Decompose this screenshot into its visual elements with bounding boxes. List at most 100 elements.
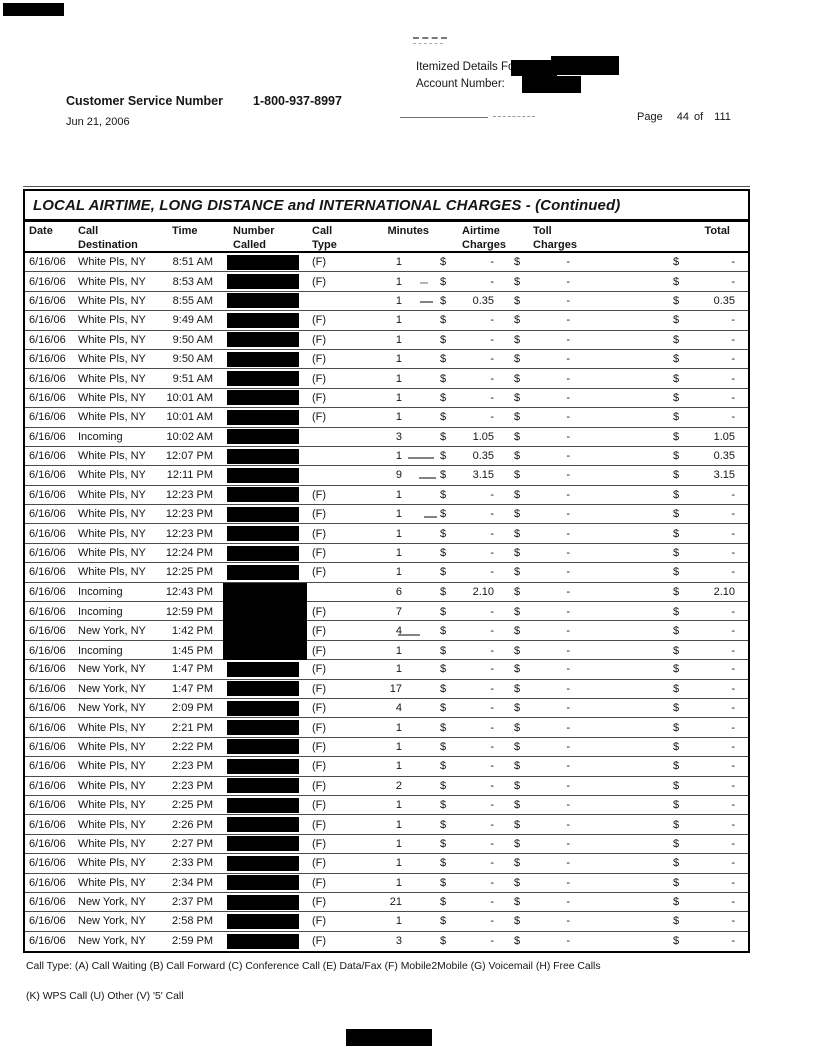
cell-toll-charges: $ -: [514, 935, 570, 948]
cell-number-called: [215, 933, 305, 949]
cell-toll-charges: $ -: [514, 586, 570, 599]
cell-minutes: 1: [395, 353, 402, 366]
cell-number-called: [215, 293, 305, 309]
cell-total: $ -: [673, 488, 735, 501]
table-row: 6/16/06 White Pls, NY 9:50 AM (F) 1 $ - …: [25, 350, 748, 370]
currency-sign: $: [440, 721, 447, 734]
cell-minutes: 1: [395, 294, 402, 307]
cell-minutes: 1: [395, 740, 402, 753]
table-row: 6/16/06 Incoming 12:59 PM (F) 7 $ - $ - …: [25, 602, 748, 622]
cell-destination: White Pls, NY: [78, 391, 146, 404]
cell-time: 2:26 PM: [172, 818, 213, 831]
cell-call-type: (F): [312, 353, 327, 366]
cell-minutes: 1: [395, 527, 402, 540]
currency-sign: $: [440, 857, 447, 870]
cell-toll-charges: $ -: [514, 857, 570, 870]
cell-total: $ -: [673, 314, 735, 327]
currency-sign: $: [440, 896, 447, 909]
currency-sign: $: [673, 682, 680, 695]
currency-sign: $: [440, 411, 447, 424]
redaction-bar: [511, 60, 557, 76]
cell-airtime-charges: $ -: [440, 935, 494, 948]
cell-destination: White Pls, NY: [78, 547, 146, 560]
redaction-bar: [227, 758, 299, 774]
cell-number-called: [215, 681, 305, 697]
scan-artifact: [424, 516, 437, 518]
cell-call-type: (F): [312, 547, 327, 560]
cell-number-called: [215, 448, 305, 464]
cell-date: 6/16/06: [29, 721, 66, 734]
cell-airtime-charges: $ -: [440, 333, 494, 346]
currency-sign: $: [673, 799, 680, 812]
cell-total: $ -: [673, 508, 735, 521]
cell-number-called: [215, 312, 305, 328]
currency-sign: $: [673, 372, 680, 385]
cell-total: $ 1.05: [673, 430, 735, 443]
currency-sign: $: [514, 586, 521, 599]
cell-toll-charges: $ -: [514, 527, 570, 540]
col-header-airtime-charges: Airtime Charges: [462, 225, 507, 251]
cell-call-type: (F): [312, 644, 327, 657]
cell-call-type: (F): [312, 818, 327, 831]
cell-destination: White Pls, NY: [78, 256, 146, 269]
cell-number-called: [215, 274, 305, 290]
cell-toll-charges: $ -: [514, 799, 570, 812]
cell-time: 9:50 AM: [172, 333, 213, 346]
page-total: 111: [714, 111, 731, 123]
currency-sign: $: [514, 682, 521, 695]
table-row: 6/16/06 White Pls, NY 10:01 AM (F) 1 $ -…: [25, 389, 748, 409]
currency-sign: $: [514, 314, 521, 327]
cell-date: 6/16/06: [29, 625, 66, 638]
cell-destination: Incoming: [78, 644, 123, 657]
cell-date: 6/16/06: [29, 353, 66, 366]
currency-sign: $: [673, 760, 680, 773]
cell-destination: White Pls, NY: [78, 372, 146, 385]
table-row: 6/16/06 White Pls, NY 2:33 PM (F) 1 $ - …: [25, 854, 748, 874]
currency-sign: $: [673, 430, 680, 443]
cell-airtime-charges: $ 0.35: [440, 294, 494, 307]
currency-sign: $: [440, 682, 447, 695]
cell-airtime-charges: $ 3.15: [440, 469, 494, 482]
redaction-bar: [227, 254, 299, 270]
cell-number-called: [215, 797, 305, 813]
cell-airtime-charges: $ -: [440, 547, 494, 560]
table-row: 6/16/06 New York, NY 2:37 PM (F) 21 $ - …: [25, 893, 748, 913]
currency-sign: $: [673, 469, 680, 482]
cell-total: $ -: [673, 702, 735, 715]
redaction-bar: [522, 76, 581, 93]
currency-sign: $: [673, 353, 680, 366]
cell-destination: New York, NY: [78, 935, 146, 948]
cell-call-type: (F): [312, 372, 327, 385]
table-row: 6/16/06 White Pls, NY 8:53 AM (F) 1 $ - …: [25, 272, 748, 292]
cell-call-type: (F): [312, 682, 327, 695]
cell-destination: White Pls, NY: [78, 566, 146, 579]
call-type-legend-line1: Call Type: (A) Call Waiting (B) Call For…: [26, 961, 601, 972]
cell-time: 2:27 PM: [172, 837, 213, 850]
cell-number-called: [215, 582, 307, 603]
cell-destination: White Pls, NY: [78, 508, 146, 521]
cell-number-called: [215, 661, 305, 677]
cell-toll-charges: $ -: [514, 353, 570, 366]
cell-total: $ -: [673, 333, 735, 346]
currency-sign: $: [440, 702, 447, 715]
cell-total: $ -: [673, 275, 735, 288]
cell-time: 10:02 AM: [166, 430, 213, 443]
cell-call-type: (F): [312, 333, 327, 346]
scan-artifact: [420, 301, 433, 303]
currency-sign: $: [514, 333, 521, 346]
scan-artifact: [400, 117, 488, 118]
cell-airtime-charges: $ -: [440, 508, 494, 521]
cell-date: 6/16/06: [29, 915, 66, 928]
cell-toll-charges: $ -: [514, 488, 570, 501]
currency-sign: $: [440, 586, 447, 599]
cell-time: 2:37 PM: [172, 896, 213, 909]
cell-airtime-charges: $ -: [440, 896, 494, 909]
cell-total: $ -: [673, 411, 735, 424]
redaction-bar: [227, 448, 299, 464]
cell-minutes: 3: [395, 430, 402, 443]
table-row: 6/16/06 White Pls, NY 8:51 AM (F) 1 $ - …: [25, 253, 748, 273]
cell-date: 6/16/06: [29, 818, 66, 831]
cell-number-called: [215, 739, 305, 755]
cell-toll-charges: $ -: [514, 256, 570, 269]
